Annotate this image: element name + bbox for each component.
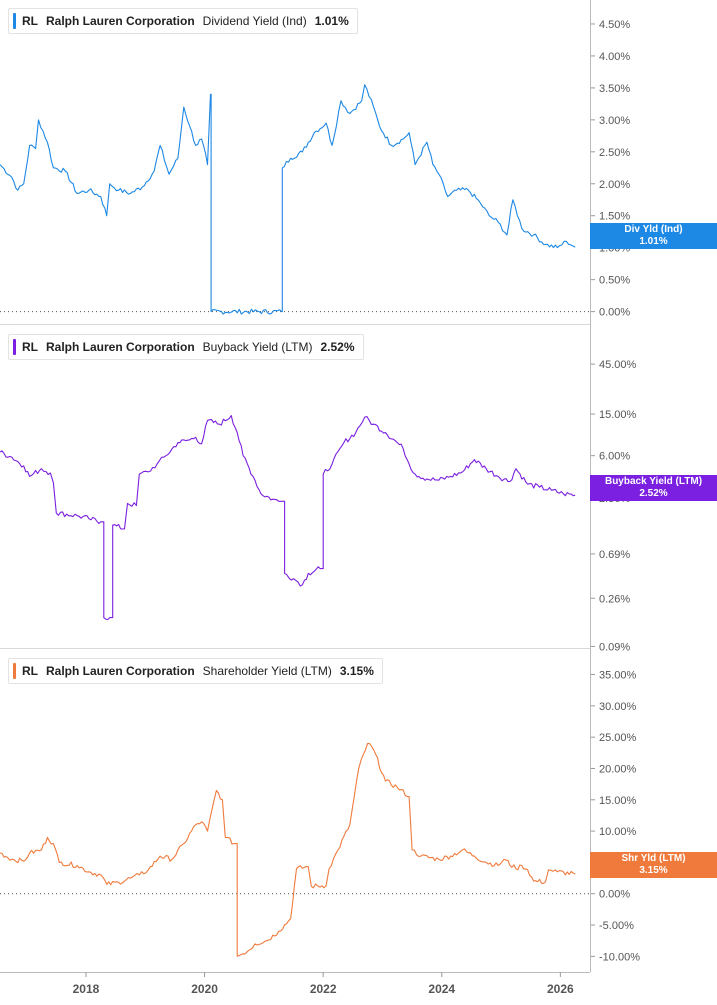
legend-buyback-yield: RL Ralph Lauren Corporation Buyback Yiel… (8, 334, 364, 360)
y-tick-label: -10.00% (599, 951, 640, 963)
legend-swatch (13, 13, 16, 29)
y-tick-label: 0.00% (599, 889, 630, 901)
legend-dividend-yield: RL Ralph Lauren Corporation Dividend Yie… (8, 8, 358, 34)
y-tick-label: 3.00% (599, 115, 630, 127)
y-tick-label: 0.09% (599, 641, 630, 653)
legend-value: 1.01% (314, 14, 349, 28)
legend-ticker: RL (22, 340, 38, 354)
badge-label: Buyback Yield (LTM) (604, 476, 703, 487)
y-tick-label: -5.00% (599, 920, 634, 932)
badge-shareholder-yield: Shr Yld (LTM) 3.15% (590, 852, 717, 878)
y-tick-label: 25.00% (599, 732, 637, 744)
badge-dividend-yield: Div Yld (Ind) 1.01% (590, 223, 717, 249)
legend-company: Ralph Lauren Corporation (46, 664, 195, 678)
series-layer (0, 84, 576, 957)
x-tick-label: 2022 (310, 982, 337, 996)
y-tick-label: 45.00% (599, 359, 637, 371)
y-tick-label: 20.00% (599, 763, 637, 775)
series-line-div (0, 84, 576, 315)
legend-shareholder-yield: RL Ralph Lauren Corporation Shareholder … (8, 658, 383, 684)
series-line-buyback (0, 415, 576, 621)
y-tick-label: 0.69% (599, 549, 630, 561)
legend-ticker: RL (22, 14, 38, 28)
x-tick-label: 2026 (547, 982, 574, 996)
badge-value: 2.52% (639, 488, 668, 499)
x-tick-label: 2018 (73, 982, 100, 996)
y-tick-label: 3.50% (599, 83, 630, 95)
series-line-shy (0, 742, 576, 957)
y-tick-label: 4.50% (599, 19, 630, 31)
y-tick-label: 2.50% (599, 147, 630, 159)
y-tick-label: 1.50% (599, 211, 630, 223)
legend-metric: Buyback Yield (LTM) (202, 340, 313, 354)
y-tick-label: 15.00% (599, 409, 637, 421)
y-tick-label: 35.00% (599, 670, 637, 682)
badge-value: 3.15% (639, 865, 668, 876)
x-tick-label: 2024 (428, 982, 455, 996)
grid-layer (0, 311, 590, 895)
y-tick-label: 10.00% (599, 826, 637, 838)
legend-metric: Dividend Yield (Ind) (202, 14, 307, 28)
badge-label: Shr Yld (LTM) (621, 853, 686, 864)
badge-value: 1.01% (639, 236, 668, 247)
badge-buyback-yield: Buyback Yield (LTM) 2.52% (590, 475, 717, 501)
axis-layer: 4.50%4.00%3.50%3.00%2.50%2.00%1.50%1.00%… (0, 0, 640, 996)
y-tick-label: 0.50% (599, 275, 630, 287)
y-tick-label: 30.00% (599, 701, 637, 713)
y-tick-label: 0.26% (599, 593, 630, 605)
legend-ticker: RL (22, 664, 38, 678)
legend-swatch (13, 339, 16, 355)
legend-metric: Shareholder Yield (LTM) (202, 664, 332, 678)
y-tick-label: 6.00% (599, 451, 630, 463)
legend-value: 3.15% (339, 664, 374, 678)
badge-label: Div Yld (Ind) (624, 224, 683, 235)
y-tick-label: 0.00% (599, 307, 630, 319)
legend-company: Ralph Lauren Corporation (46, 14, 195, 28)
x-tick-label: 2020 (191, 982, 218, 996)
legend-swatch (13, 663, 16, 679)
legend-company: Ralph Lauren Corporation (46, 340, 195, 354)
y-tick-label: 15.00% (599, 795, 637, 807)
legend-value: 2.52% (320, 340, 355, 354)
y-tick-label: 2.00% (599, 179, 630, 191)
y-tick-label: 4.00% (599, 51, 630, 63)
